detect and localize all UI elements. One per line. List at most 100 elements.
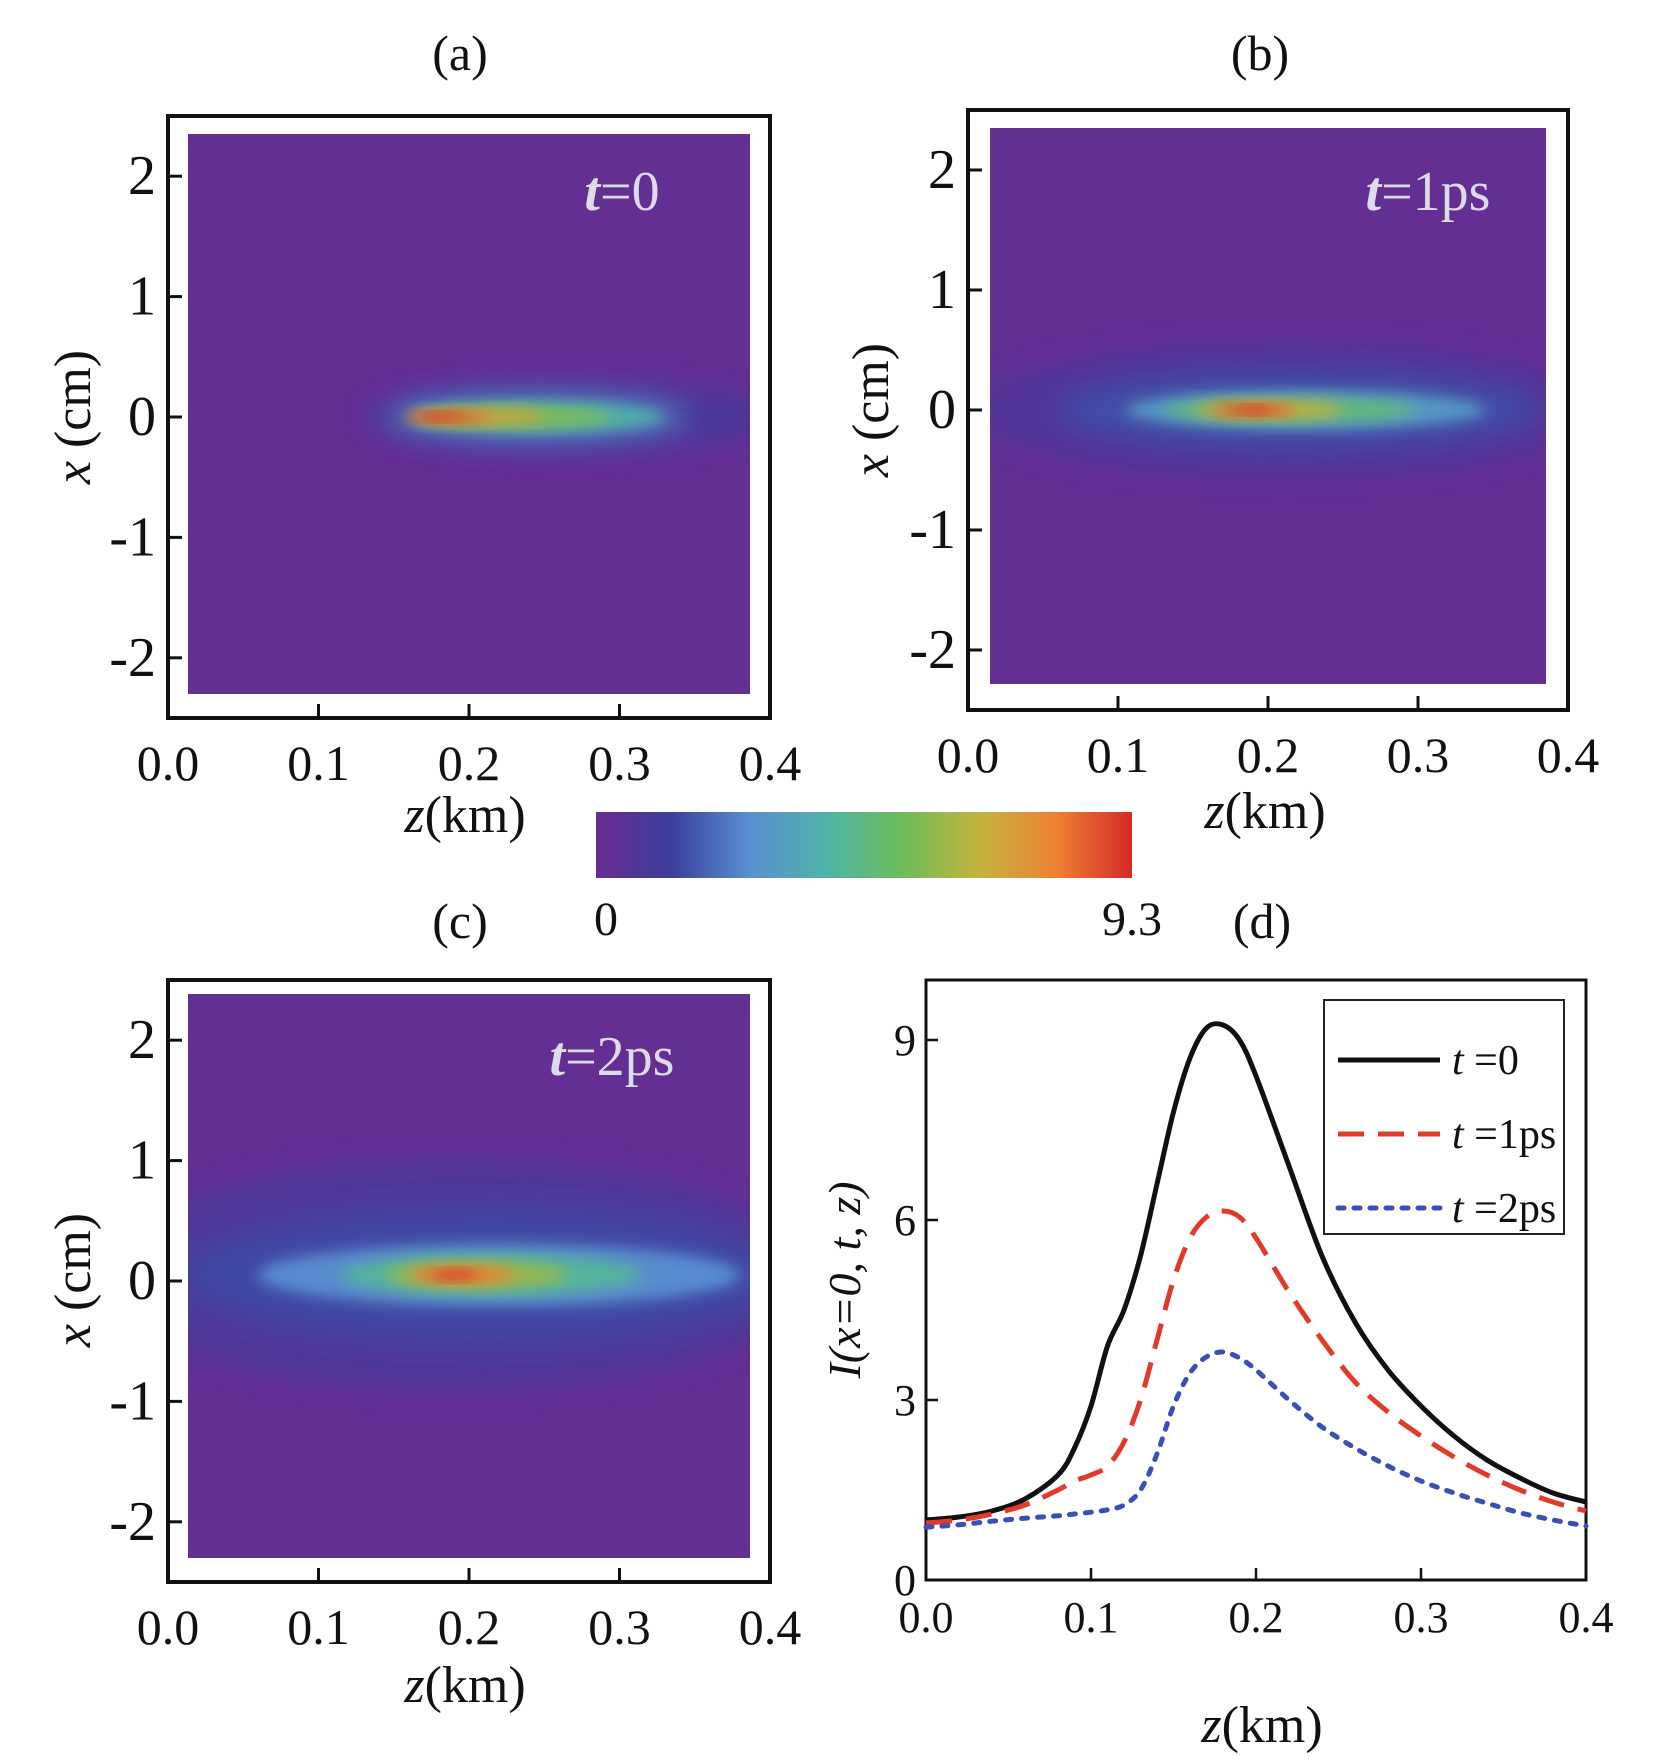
annotation-var-b: t	[1366, 161, 1383, 223]
ylabel-b: x (cm)	[843, 343, 900, 478]
xlabel-d: z(km)	[1200, 1697, 1322, 1754]
ylabel-c: x (cm)	[45, 1213, 102, 1348]
ticks-a: 0.0 0.1 0.2 0.3 0.4 -2 -1 0 1 2	[109, 145, 801, 791]
ytick-label-a-3: 1	[128, 266, 156, 328]
xlabel-unit-c: (km)	[425, 1657, 526, 1714]
panel-c: (c) 0.0 0.1 0.2 0.3 0.4 -2 -1 0 1 2 t=2ps z(km) x…	[45, 893, 801, 1714]
ylabel-d: I(x=0, t, z)	[819, 1181, 870, 1379]
heatmap-contour-b-6	[1232, 407, 1274, 413]
xtick-label-b-1: 0.1	[1087, 727, 1150, 783]
xtick-label-d-1: 0.1	[1064, 1593, 1119, 1642]
annotation-eq-b: =1ps	[1381, 161, 1490, 223]
ylabel-unit-c: (cm)	[45, 1213, 102, 1324]
ytick-label-c-2: 0	[128, 1250, 156, 1312]
xtick-label-c-1: 0.1	[287, 1599, 350, 1655]
ticks-c: 0.0 0.1 0.2 0.3 0.4 -2 -1 0 1 2	[109, 1009, 801, 1655]
xtick-label-d-0: 0.0	[899, 1593, 954, 1642]
xlabel-var-c: z	[403, 1657, 424, 1714]
legend-label-2: t =2ps	[1452, 1186, 1556, 1232]
xtick-label-c-2: 0.2	[438, 1599, 501, 1655]
xtick-label-a-2: 0.2	[438, 735, 501, 791]
ytick-label-b-0: -2	[909, 619, 956, 681]
ylabel-var-a: x	[45, 461, 102, 485]
heatmap-a	[188, 134, 750, 694]
xtick-label-a-4: 0.4	[739, 735, 802, 791]
colorbar-max-label: 9.3	[1102, 893, 1162, 946]
xlabel-c: z(km)	[403, 1657, 525, 1714]
xtick-label-b-3: 0.3	[1387, 727, 1450, 783]
xtick-label-b-2: 0.2	[1237, 727, 1300, 783]
ylabel-unit-b: (cm)	[843, 343, 900, 454]
ytick-label-b-3: 1	[928, 259, 956, 321]
annotation-b: t=1ps	[1366, 161, 1491, 223]
annotation-a: t=0	[584, 161, 659, 223]
colorbar-gradient	[596, 812, 1132, 878]
panel-b: (b) 0.0 0.1 0.2 0.3 0.4 -2 -1 0 1 2 t=1ps z(km) x…	[843, 25, 1599, 840]
panel-a: (a) 0.0 0.1 0.2 0.3 0.4 -2 -1 0 1 2 t=0 z(km) x (…	[45, 25, 801, 844]
series-line-2	[923, 1349, 1589, 1530]
xtick-label-a-3: 0.3	[588, 735, 651, 791]
colorbar: 0 9.3	[594, 812, 1162, 946]
colorbar-min-label: 0	[594, 893, 618, 946]
ytick-label-a-4: 2	[128, 145, 156, 207]
legend-box	[1323, 999, 1565, 1235]
series-line-0	[925, 1021, 1587, 1523]
panel-d: (d) 0.0 0.1 0.2 0.3 0.4 0 3 6 9 t =0 t =1ps t =2ps…	[819, 893, 1614, 1754]
series-line-1	[925, 1208, 1587, 1526]
xlabel-b: z(km)	[1203, 783, 1325, 840]
xtick-label-a-0: 0.0	[137, 735, 200, 791]
ytick-label-a-0: -2	[109, 627, 156, 689]
annotation-var-a: t	[584, 161, 601, 223]
xlabel-a: z(km)	[403, 787, 525, 844]
heatmap-c	[188, 994, 750, 1558]
xtick-label-b-4: 0.4	[1537, 727, 1600, 783]
ytick-label-d-3: 9	[894, 1016, 916, 1065]
ytick-label-d-1: 3	[894, 1376, 916, 1425]
xlabel-var-a: z	[403, 787, 424, 844]
xlabel-var-b: z	[1203, 783, 1224, 840]
ytick-label-c-3: 1	[128, 1130, 156, 1192]
ticks-b: 0.0 0.1 0.2 0.3 0.4 -2 -1 0 1 2	[909, 139, 1599, 783]
annotation-eq-a: =0	[600, 161, 660, 223]
ytick-label-d-0: 0	[894, 1556, 916, 1605]
xtick-label-d-2: 0.2	[1229, 1593, 1284, 1642]
xtick-label-d-3: 0.3	[1394, 1593, 1449, 1642]
xtick-label-b-0: 0.0	[937, 727, 1000, 783]
xlabel-unit-b: (km)	[1225, 783, 1326, 840]
panel-label-a: (a)	[432, 25, 488, 81]
xtick-label-a-1: 0.1	[287, 735, 350, 791]
ytick-label-a-1: -1	[109, 506, 156, 568]
annotation-var-c: t	[550, 1026, 567, 1088]
legend-label-0: t =0	[1452, 1038, 1519, 1084]
ytick-label-b-1: -1	[909, 499, 956, 561]
xtick-label-c-0: 0.0	[137, 1599, 200, 1655]
heatmap-contour-a-6	[417, 413, 460, 421]
lines-d	[923, 1021, 1589, 1530]
ticks-d: 0.0 0.1 0.2 0.3 0.4 0 3 6 9	[894, 1016, 1614, 1642]
annotation-eq-c: =2ps	[565, 1026, 674, 1088]
panel-label-b: (b)	[1231, 25, 1289, 81]
ylabel-var-c: x	[45, 1324, 102, 1348]
heatmap-contour-c-6	[429, 1270, 479, 1280]
ytick-label-c-4: 2	[128, 1009, 156, 1071]
ytick-label-c-0: -2	[109, 1491, 156, 1553]
xtick-label-d-4: 0.4	[1559, 1593, 1614, 1642]
ytick-label-a-2: 0	[128, 386, 156, 448]
ylabel-a: x (cm)	[45, 350, 102, 485]
xtick-label-c-3: 0.3	[588, 1599, 651, 1655]
xlabel-unit-a: (km)	[425, 787, 526, 844]
panel-label-d: (d)	[1233, 893, 1291, 949]
legend-label-1: t =1ps	[1452, 1112, 1556, 1158]
ylabel-unit-a: (cm)	[45, 350, 102, 461]
ytick-label-b-2: 0	[928, 379, 956, 441]
panel-label-c: (c)	[432, 893, 488, 949]
ytick-label-c-1: -1	[109, 1370, 156, 1432]
annotation-c: t=2ps	[550, 1026, 675, 1088]
ylabel-var-b: x	[843, 454, 900, 478]
ytick-label-d-2: 6	[894, 1196, 916, 1245]
ytick-label-b-4: 2	[928, 139, 956, 201]
xlabel-var-d: z	[1200, 1697, 1221, 1754]
xlabel-unit-d: (km)	[1222, 1697, 1323, 1754]
legend-d: t =0 t =1ps t =2ps	[1323, 999, 1565, 1235]
